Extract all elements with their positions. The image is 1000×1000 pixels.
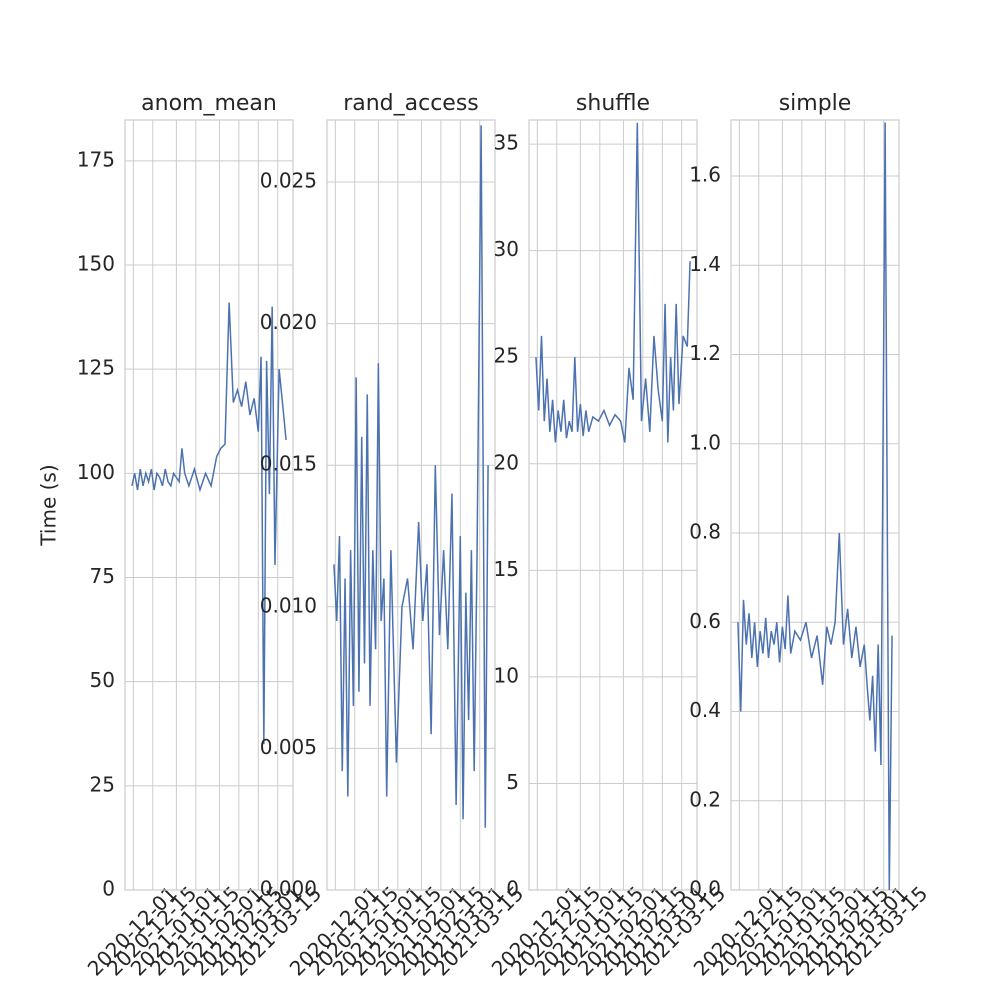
axes-frame xyxy=(124,119,294,891)
data-line xyxy=(535,122,691,443)
y-tick-label: 0.2 xyxy=(689,787,721,811)
y-tick-label: 0.025 xyxy=(260,169,317,193)
subplot-title: rand_access xyxy=(343,91,479,116)
y-tick-label: 25 xyxy=(494,344,519,368)
subplot-title: anom_mean xyxy=(141,91,277,116)
y-tick-label: 75 xyxy=(90,564,115,588)
y-tick-label: 1.2 xyxy=(689,341,721,365)
axes-frame xyxy=(326,119,496,891)
subplot-title: simple xyxy=(779,91,852,116)
y-tick-label: 125 xyxy=(77,356,115,380)
y-tick-label: 0.4 xyxy=(689,698,721,722)
y-tick-label: 175 xyxy=(77,147,115,171)
y-tick-label: 35 xyxy=(494,131,519,155)
y-tick-label: 30 xyxy=(494,237,519,261)
y-tick-label: 150 xyxy=(77,252,115,276)
y-tick-label: 0 xyxy=(102,877,115,901)
y-tick-label: 15 xyxy=(494,557,519,581)
subplot-title: shuffle xyxy=(576,91,650,116)
y-tick-label: 0.005 xyxy=(260,735,317,759)
y-tick-label: 100 xyxy=(77,460,115,484)
y-tick-label: 0.000 xyxy=(260,877,317,901)
y-tick-label: 0.010 xyxy=(260,593,317,617)
y-tick-label: 25 xyxy=(90,772,115,796)
y-tick-label: 1.0 xyxy=(689,430,721,454)
y-axis-label: Time (s) xyxy=(37,464,61,546)
y-tick-label: 10 xyxy=(494,663,519,687)
y-tick-label: 50 xyxy=(90,668,115,692)
y-tick-label: 0 xyxy=(506,877,519,901)
data-line xyxy=(333,125,489,828)
data-line xyxy=(737,122,893,891)
y-tick-label: 0.8 xyxy=(689,520,721,544)
y-tick-label: 0.020 xyxy=(260,310,317,334)
y-tick-label: 5 xyxy=(506,770,519,794)
data-line xyxy=(131,302,287,745)
axes-frame xyxy=(528,119,698,891)
y-tick-label: 20 xyxy=(494,450,519,474)
y-tick-label: 0.6 xyxy=(689,609,721,633)
y-tick-label: 0.0 xyxy=(689,877,721,901)
axes-frame xyxy=(730,119,900,891)
y-tick-label: 1.6 xyxy=(689,163,721,187)
y-tick-label: 1.4 xyxy=(689,252,721,276)
y-tick-label: 0.015 xyxy=(260,452,317,476)
